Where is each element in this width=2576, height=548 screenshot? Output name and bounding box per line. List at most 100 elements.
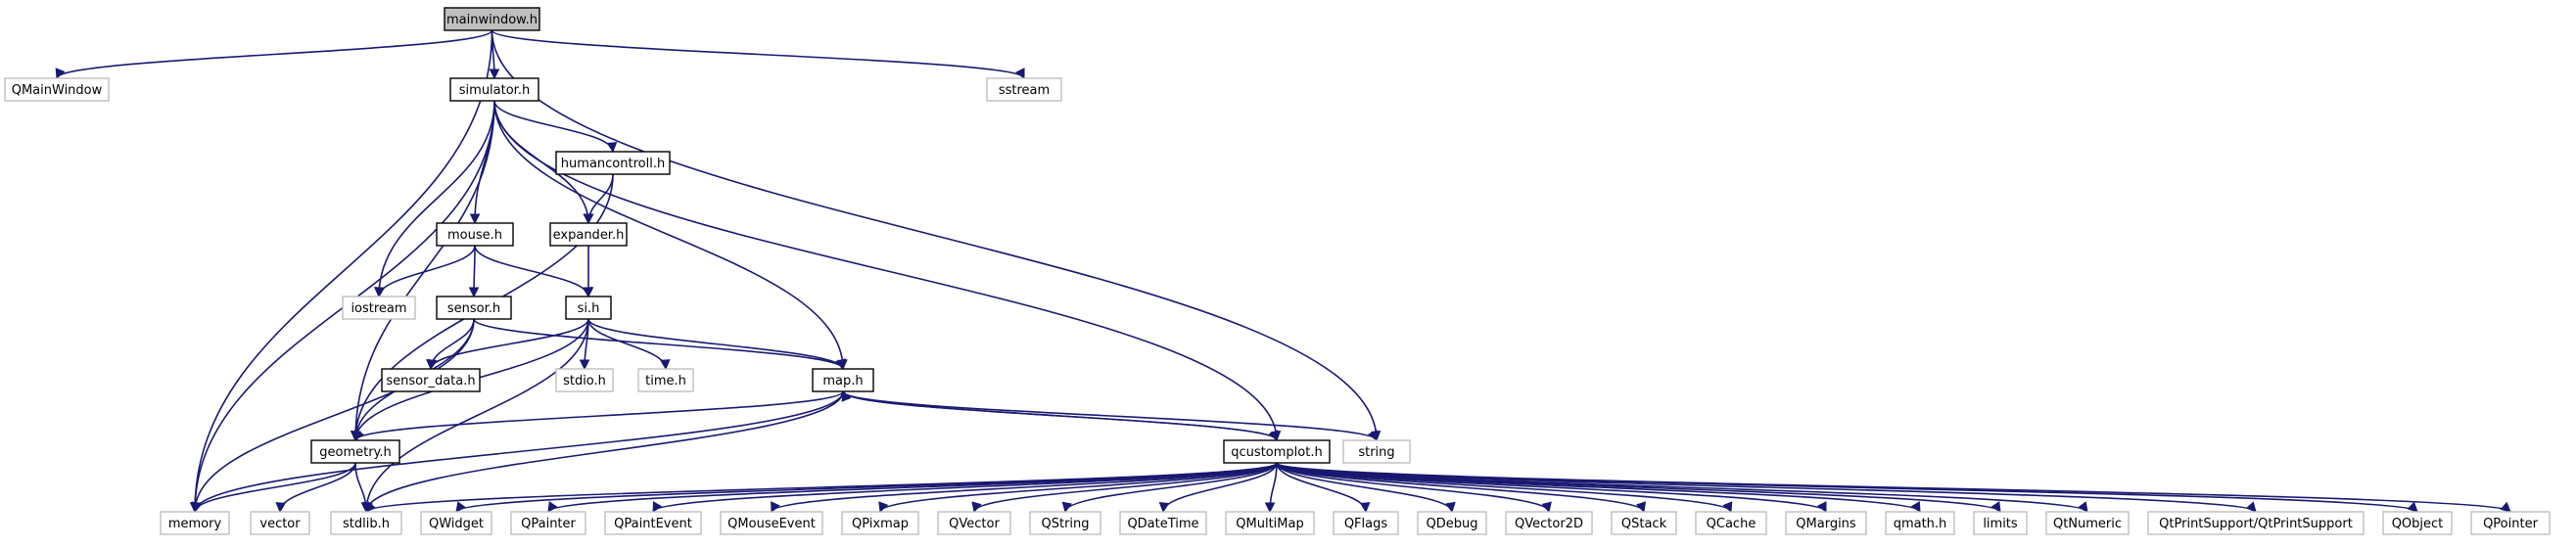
node-box (160, 511, 230, 535)
node-label: sensor.h (447, 301, 500, 316)
node-label: QMouseEvent (727, 517, 816, 531)
node-label: QMultiMap (1236, 517, 1303, 531)
node-simulator[interactable]: simulator.h (449, 77, 539, 102)
node-label: QDateTime (1127, 517, 1198, 531)
arrowhead-qpointer (2500, 501, 2511, 513)
edge-qcustomplot-to-qvector (973, 462, 1278, 513)
node-box (1417, 511, 1487, 535)
node-qwidget: QWidget (420, 511, 492, 535)
arrowhead-qtnumeric (2078, 501, 2088, 513)
node-label: stdlib.h (343, 517, 390, 531)
node-box (841, 511, 919, 535)
node-label: time.h (645, 374, 686, 388)
node-label: expander.h (553, 228, 625, 243)
node-box (549, 222, 628, 247)
node-mainwindow[interactable]: mainwindow.h (444, 7, 540, 31)
node-label: QPainter (521, 517, 576, 531)
arrowhead-qcache (1722, 501, 1733, 514)
arrowhead-stdio (579, 359, 590, 371)
edge-qcustomplot-to-qpaintevent (652, 462, 1278, 513)
node-geometry[interactable]: geometry.h (310, 439, 400, 464)
node-label: vector (259, 517, 301, 531)
edge-qcustomplot-to-qpixmap (879, 462, 1278, 513)
node-qmouseevent: QMouseEvent (720, 511, 823, 535)
edge-qcustomplot-to-stdlib (365, 462, 1278, 513)
node-box (1505, 511, 1593, 535)
edge-simulator-to-qcustomplot (493, 100, 1278, 441)
node-box (510, 511, 586, 535)
node-box (444, 7, 540, 31)
node-label: QWidget (429, 517, 484, 531)
node-qmargins: QMargins (1785, 511, 1867, 535)
arrowhead-sstream (1015, 68, 1025, 80)
arrowhead-qmouseevent (771, 501, 780, 514)
node-box (2147, 511, 2365, 535)
arrowhead-qtprintsupport (2245, 501, 2257, 513)
node-sensor-data[interactable]: sensor_data.h (381, 368, 481, 392)
arrowhead-si (583, 287, 594, 298)
node-sensor[interactable]: sensor.h (436, 296, 512, 320)
edge-qcustomplot-to-qvector2d (1276, 462, 1550, 513)
arrowhead-sensor-data (427, 358, 438, 371)
node-label: QPixmap (852, 517, 909, 531)
node-label: memory (168, 517, 222, 531)
node-qdebug: QDebug (1417, 511, 1487, 535)
node-box (720, 511, 823, 535)
edge-qcustomplot-to-qpointer (1276, 462, 2511, 513)
node-si[interactable]: si.h (565, 296, 612, 320)
node-qvector2d: QVector2D (1505, 511, 1593, 535)
arrowhead-map (841, 389, 852, 402)
edge-mainwindow-to-sstream (491, 29, 1025, 79)
arrowhead-qmultimap (1264, 502, 1276, 514)
node-memory: memory (160, 511, 230, 535)
edge-map-to-memory (194, 390, 844, 513)
node-qflags: QFlags (1333, 511, 1399, 535)
node-qvector: QVector (937, 511, 1011, 535)
arrowhead-qflags (1359, 502, 1371, 514)
node-label: limits (1983, 517, 2018, 531)
node-label: QStack (1621, 517, 1667, 531)
node-label: mainwindow.h (446, 13, 538, 27)
node-limits: limits (1973, 511, 2028, 535)
node-map[interactable]: map.h (812, 368, 874, 392)
edge-map-to-geometry (354, 390, 844, 441)
node-label: QFlags (1344, 517, 1388, 531)
edge-mouse-to-si (474, 245, 589, 297)
node-box (1973, 511, 2028, 535)
edge-sensor-to-map (473, 318, 844, 370)
node-vector: vector (250, 511, 310, 535)
arrowhead-expander (583, 213, 594, 225)
node-box (330, 511, 402, 535)
node-box (637, 368, 694, 392)
node-box (986, 77, 1062, 102)
edges-layer (55, 29, 2511, 514)
node-label: stdio.h (563, 374, 606, 388)
node-qtnumeric: QtNumeric (2045, 511, 2130, 535)
arrowhead-time (660, 359, 671, 371)
node-expander[interactable]: expander.h (549, 222, 628, 247)
node-time: time.h (637, 368, 694, 392)
node-qpointer: QPointer (2470, 511, 2551, 535)
node-string: string (1342, 439, 1411, 464)
node-box (1029, 511, 1101, 535)
node-box (565, 296, 612, 320)
node-label: simulator.h (459, 83, 530, 98)
node-humancontroll[interactable]: humancontroll.h (555, 151, 671, 175)
node-label: geometry.h (319, 445, 392, 460)
edge-mainwindow-to-qmainwindow (56, 29, 493, 79)
node-box (937, 511, 1011, 535)
node-label: qcustomplot.h (1231, 445, 1322, 460)
node-mouse[interactable]: mouse.h (436, 222, 514, 247)
node-box (381, 368, 481, 392)
arrowhead-iostream (374, 287, 386, 298)
node-label: QDebug (1427, 517, 1478, 531)
edge-simulator-to-mouse (474, 100, 495, 224)
node-iostream: iostream (342, 296, 416, 320)
edge-geometry-to-memory (194, 462, 356, 513)
node-label: string (1358, 445, 1394, 460)
node-qcustomplot[interactable]: qcustomplot.h (1223, 439, 1331, 464)
edge-map-to-stdlib (365, 390, 844, 513)
node-box (310, 439, 400, 464)
edge-map-to-string (842, 390, 1378, 441)
